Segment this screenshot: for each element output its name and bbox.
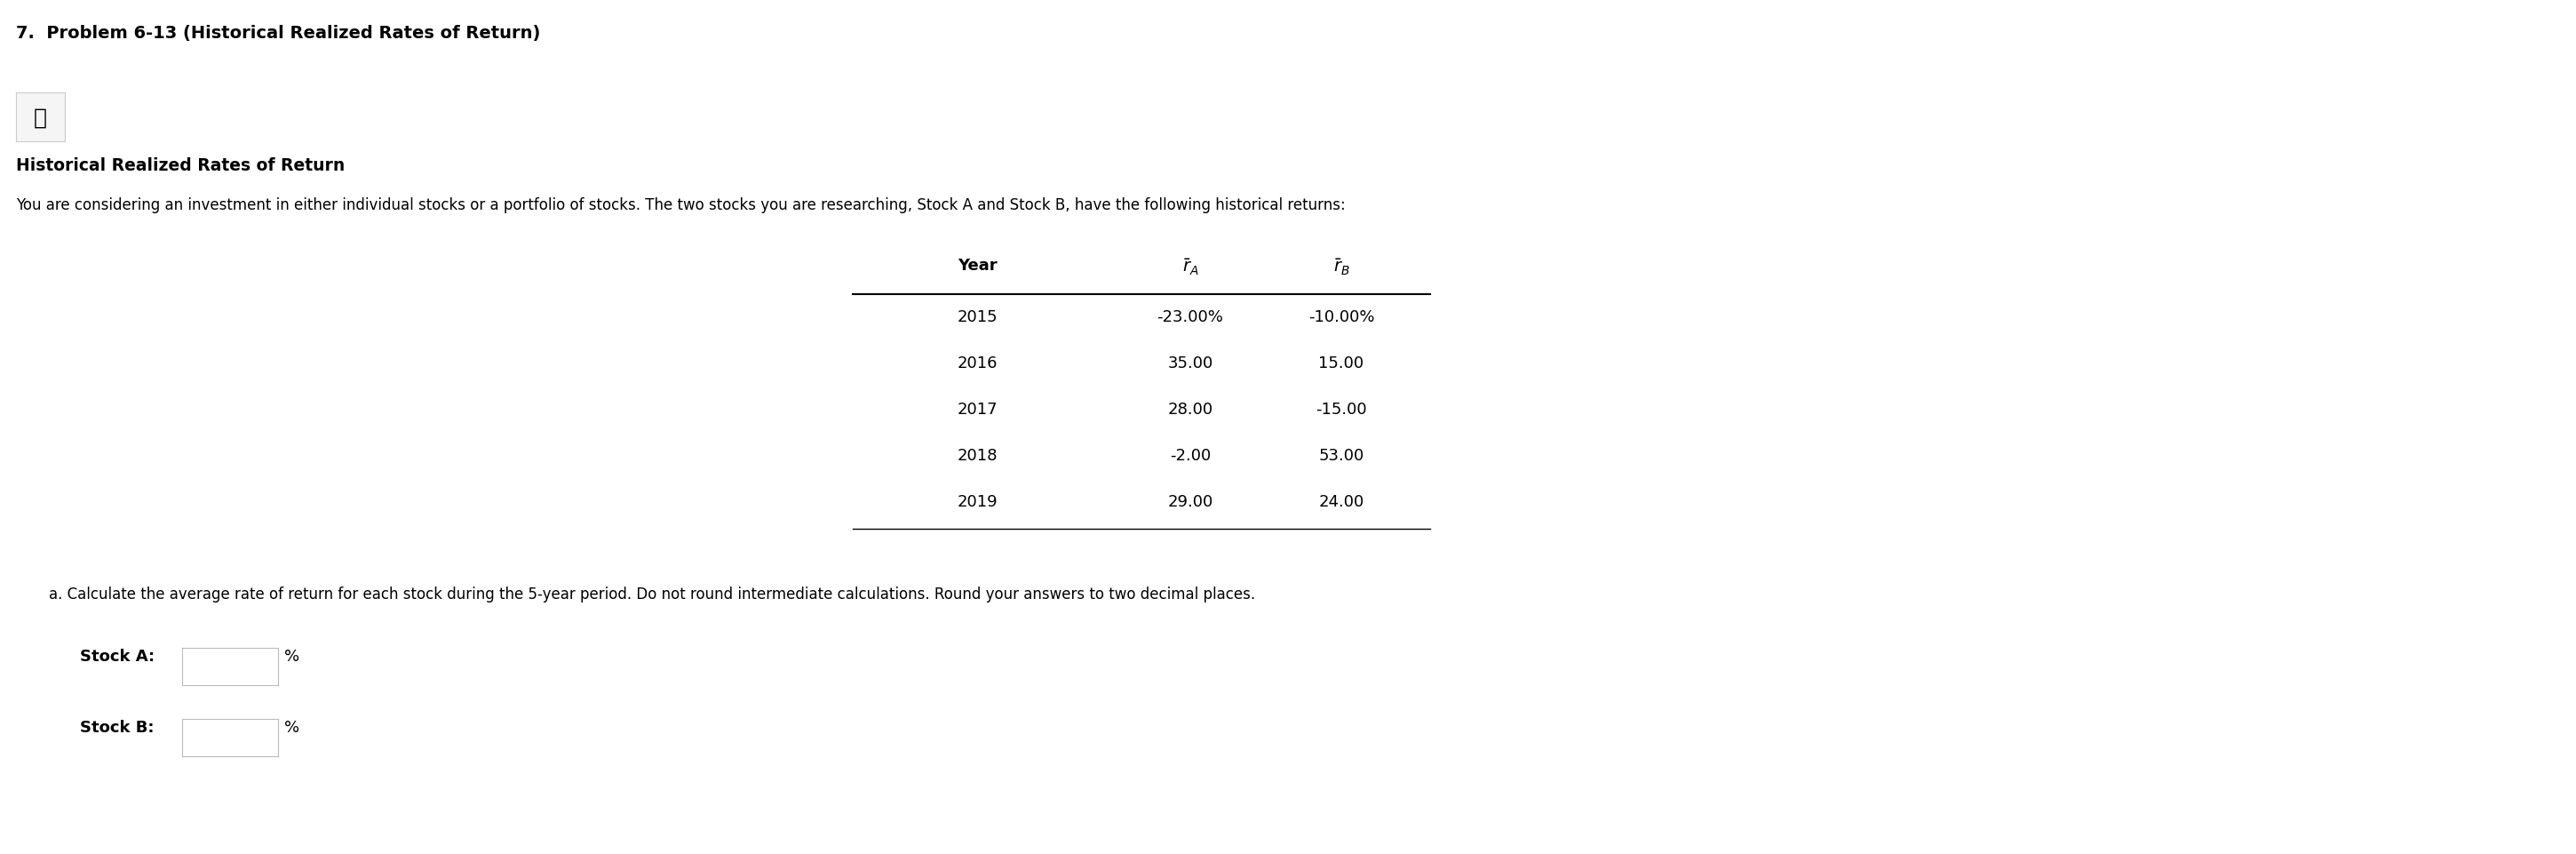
Text: eBook: eBook xyxy=(121,109,183,126)
Text: $\bar{r}_B$: $\bar{r}_B$ xyxy=(1332,257,1350,278)
Text: 2018: 2018 xyxy=(956,447,997,464)
Text: 29.00: 29.00 xyxy=(1167,494,1213,510)
Text: %: % xyxy=(283,719,299,735)
Text: 53.00: 53.00 xyxy=(1319,447,1365,464)
Text: Stock A:: Stock A: xyxy=(80,648,155,664)
Text: 2015: 2015 xyxy=(956,309,997,325)
Text: 2016: 2016 xyxy=(956,355,997,371)
Text: 2017: 2017 xyxy=(956,401,997,418)
Text: Year: Year xyxy=(958,257,997,273)
Text: a. Calculate the average rate of return for each stock during the 5-year period.: a. Calculate the average rate of return … xyxy=(49,586,1255,602)
Text: -2.00: -2.00 xyxy=(1170,447,1211,464)
Text: 7.  Problem 6-13 (Historical Realized Rates of Return): 7. Problem 6-13 (Historical Realized Rat… xyxy=(15,25,541,42)
Text: 28.00: 28.00 xyxy=(1167,401,1213,418)
Text: You are considering an investment in either individual stocks or a portfolio of : You are considering an investment in eit… xyxy=(15,197,1345,213)
Text: -15.00: -15.00 xyxy=(1316,401,1368,418)
Text: 24.00: 24.00 xyxy=(1319,494,1365,510)
Text: $\bar{r}_A$: $\bar{r}_A$ xyxy=(1182,257,1198,278)
Text: -23.00%: -23.00% xyxy=(1157,309,1224,325)
Text: -10.00%: -10.00% xyxy=(1309,309,1376,325)
Text: Stock B:: Stock B: xyxy=(80,719,155,735)
Text: 2019: 2019 xyxy=(956,494,997,510)
Text: %: % xyxy=(283,648,299,664)
Text: Historical Realized Rates of Return: Historical Realized Rates of Return xyxy=(15,157,345,174)
Text: 📖: 📖 xyxy=(33,107,46,128)
Text: 15.00: 15.00 xyxy=(1319,355,1365,371)
Text: 35.00: 35.00 xyxy=(1167,355,1213,371)
